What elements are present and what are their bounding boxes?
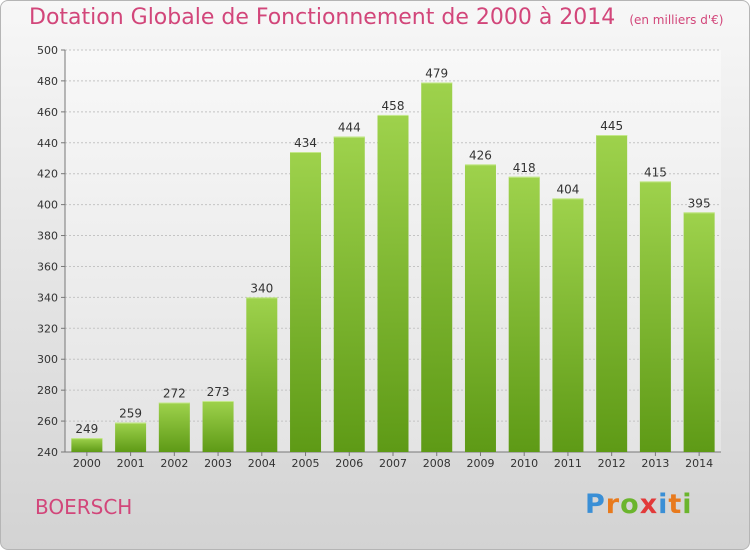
value-label-2006: 444 [338,121,361,135]
bar-2001 [115,422,147,452]
x-tick-label: 2014 [685,457,713,470]
bar-2007 [377,114,409,452]
x-tick-label: 2006 [335,457,363,470]
y-tick-label: 340 [37,291,58,304]
bar-2006 [333,136,365,453]
logo-letter: o [620,489,640,520]
commune-name: BOERSCH [35,495,133,519]
value-label-2004: 340 [250,281,273,295]
bar-2003 [202,400,234,452]
value-label-2010: 418 [513,161,536,175]
x-tick-label: 2010 [510,457,538,470]
logo-letter: i [658,489,669,520]
x-tick-label: 2011 [554,457,582,470]
proxiti-logo: Proxiti [585,489,693,520]
logo-letter: i [682,489,693,520]
value-label-2008: 479 [425,66,448,80]
logo-letter: t [668,489,683,520]
logo-letter: P [585,489,606,520]
value-label-2014: 395 [688,196,711,210]
value-label-2009: 426 [469,148,492,162]
y-tick-label: 440 [37,137,58,150]
x-tick-label: 2002 [160,457,188,470]
y-tick-label: 460 [37,106,58,119]
logo-letter: r [605,489,621,520]
value-label-2011: 404 [556,182,579,196]
x-tick-label: 2013 [641,457,669,470]
y-tick-label: 240 [37,446,58,459]
bar-2014 [683,212,715,452]
bar-2013 [639,181,671,452]
value-label-2002: 272 [163,387,186,401]
chart-title: Dotation Globale de Fonctionnement de 20… [29,5,723,30]
x-tick-label: 2009 [466,457,494,470]
x-tick-label: 2012 [598,457,626,470]
bar-2008 [421,82,453,452]
bar-2005 [290,152,322,453]
x-tick-label: 2004 [248,457,276,470]
value-label-2013: 415 [644,165,667,179]
y-tick-label: 300 [37,353,58,366]
y-tick-label: 320 [37,322,58,335]
bar-2002 [158,402,190,452]
bar-2011 [552,198,584,452]
y-tick-label: 420 [37,168,58,181]
x-tick-label: 2001 [117,457,145,470]
value-label-2007: 458 [382,99,405,113]
chart-unit: (en milliers d'€) [629,13,724,27]
value-label-2000: 249 [75,422,98,436]
y-tick-label: 480 [37,75,58,88]
y-tick-label: 360 [37,260,58,273]
bar-2010 [508,176,540,453]
bar-2000 [71,438,103,452]
x-tick-label: 2007 [379,457,407,470]
x-tick-label: 2000 [73,457,101,470]
bar-2012 [596,135,628,453]
value-label-2003: 273 [207,385,230,399]
x-tick-label: 2005 [292,457,320,470]
y-tick-label: 500 [37,44,58,57]
value-label-2012: 445 [600,119,623,133]
bar-2009 [464,164,496,452]
y-tick-label: 260 [37,415,58,428]
chart-title-main: Dotation Globale de Fonctionnement de 20… [29,5,616,30]
bar-2004 [246,297,278,452]
value-label-2005: 434 [294,136,317,150]
y-tick-label: 400 [37,199,58,212]
y-tick-label: 380 [37,230,58,243]
logo-letter: x [639,489,659,520]
x-tick-label: 2003 [204,457,232,470]
value-label-2001: 259 [119,407,142,421]
x-tick-label: 2008 [423,457,451,470]
y-tick-label: 280 [37,384,58,397]
